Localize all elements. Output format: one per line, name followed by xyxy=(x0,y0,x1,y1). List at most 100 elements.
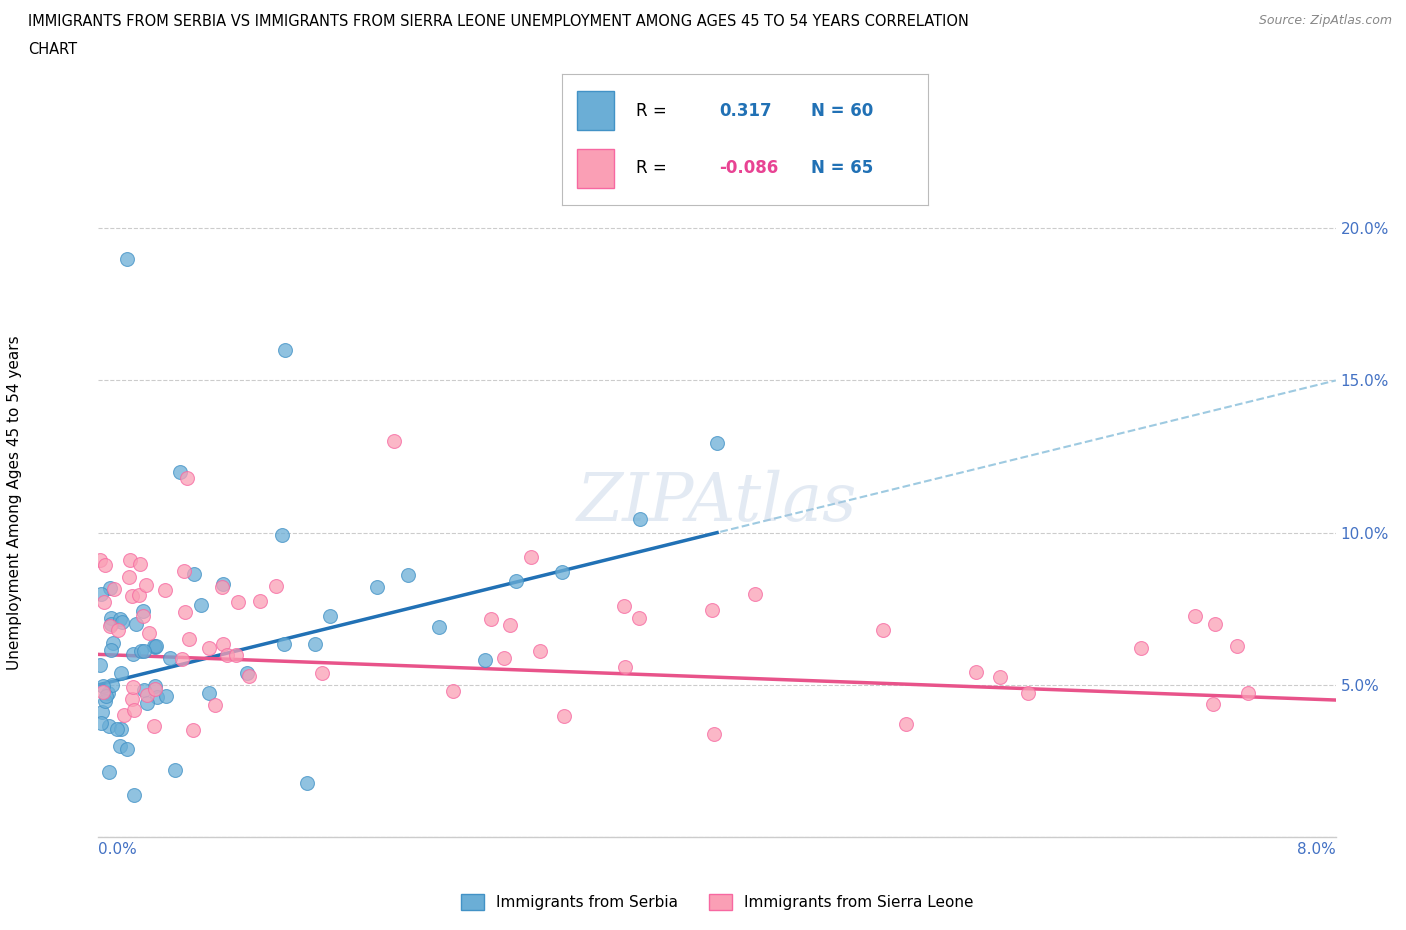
Point xyxy=(107,622,129,637)
Point xyxy=(228,595,250,610)
Point xyxy=(273,342,295,357)
Point xyxy=(304,637,326,652)
Point xyxy=(613,659,636,674)
Point xyxy=(965,665,987,680)
Point xyxy=(366,579,388,594)
Point xyxy=(249,594,271,609)
Point xyxy=(131,608,153,623)
Point xyxy=(183,723,205,737)
Point xyxy=(146,689,169,704)
Point xyxy=(173,604,195,619)
Point xyxy=(135,578,157,592)
Point xyxy=(97,686,120,701)
Point xyxy=(89,658,111,672)
Point xyxy=(1129,640,1152,655)
Point xyxy=(441,684,464,698)
Point xyxy=(100,617,122,631)
Point xyxy=(91,684,114,699)
Point xyxy=(125,617,148,631)
Point xyxy=(1184,609,1206,624)
Point xyxy=(628,512,651,526)
Y-axis label: Unemployment Among Ages 45 to 54 years: Unemployment Among Ages 45 to 54 years xyxy=(7,335,22,670)
Point xyxy=(706,436,728,451)
Text: 0.317: 0.317 xyxy=(720,102,772,120)
Text: Source: ZipAtlas.com: Source: ZipAtlas.com xyxy=(1258,14,1392,27)
Point xyxy=(520,550,543,565)
Point xyxy=(474,652,496,667)
Point xyxy=(117,251,139,266)
Point xyxy=(98,580,121,595)
Point xyxy=(1201,698,1223,712)
Point xyxy=(271,528,294,543)
Point xyxy=(155,688,177,703)
Point xyxy=(101,678,124,693)
Point xyxy=(551,565,574,579)
Text: CHART: CHART xyxy=(28,42,77,57)
Point xyxy=(128,587,150,602)
Point xyxy=(479,612,502,627)
Point xyxy=(1204,617,1226,631)
Point xyxy=(703,726,725,741)
Point xyxy=(211,579,233,594)
Text: N = 60: N = 60 xyxy=(811,102,873,120)
Text: N = 65: N = 65 xyxy=(811,159,873,177)
Point xyxy=(91,704,114,719)
Point xyxy=(1017,685,1039,700)
Point xyxy=(273,637,295,652)
Point xyxy=(744,586,766,601)
Point xyxy=(612,598,634,613)
Point xyxy=(295,776,318,790)
Point xyxy=(93,594,115,609)
Point xyxy=(1237,685,1260,700)
Point xyxy=(100,643,122,658)
Text: ZIPAtlas: ZIPAtlas xyxy=(576,470,858,535)
Point xyxy=(211,636,233,651)
Text: 0.0%: 0.0% xyxy=(98,842,138,857)
Point xyxy=(236,665,259,680)
Point xyxy=(238,668,260,683)
Point xyxy=(264,578,287,593)
Point xyxy=(103,636,125,651)
Point xyxy=(211,577,233,591)
Point xyxy=(183,566,205,581)
Point xyxy=(215,647,238,662)
Point xyxy=(553,709,575,724)
Point xyxy=(98,618,121,633)
Point xyxy=(100,611,122,626)
Text: -0.086: -0.086 xyxy=(720,159,779,177)
Point xyxy=(204,698,226,712)
Point xyxy=(97,718,120,733)
Point xyxy=(143,682,166,697)
Point xyxy=(138,626,160,641)
Point xyxy=(121,680,143,695)
Text: R =: R = xyxy=(636,159,666,177)
Point xyxy=(129,644,152,658)
Point xyxy=(97,764,120,779)
Point xyxy=(90,587,112,602)
Point xyxy=(190,597,212,612)
Point xyxy=(498,618,520,632)
FancyBboxPatch shape xyxy=(576,91,613,130)
Point xyxy=(124,788,146,803)
Point xyxy=(173,564,195,578)
Point xyxy=(132,644,155,658)
Point xyxy=(988,670,1011,684)
Point xyxy=(118,570,141,585)
Point xyxy=(894,716,917,731)
Point xyxy=(1226,639,1249,654)
Point xyxy=(90,716,112,731)
Point xyxy=(529,644,551,658)
Point xyxy=(129,557,152,572)
Point xyxy=(145,638,167,653)
Point xyxy=(121,589,143,604)
Point xyxy=(159,651,181,666)
Point xyxy=(198,686,221,701)
Text: IMMIGRANTS FROM SERBIA VS IMMIGRANTS FROM SIERRA LEONE UNEMPLOYMENT AMONG AGES 4: IMMIGRANTS FROM SERBIA VS IMMIGRANTS FRO… xyxy=(28,14,969,29)
Point xyxy=(120,553,142,568)
Text: R =: R = xyxy=(636,102,666,120)
Point xyxy=(135,687,157,702)
Point xyxy=(311,666,333,681)
Point xyxy=(96,688,118,703)
Point xyxy=(628,610,651,625)
Point xyxy=(198,641,221,656)
